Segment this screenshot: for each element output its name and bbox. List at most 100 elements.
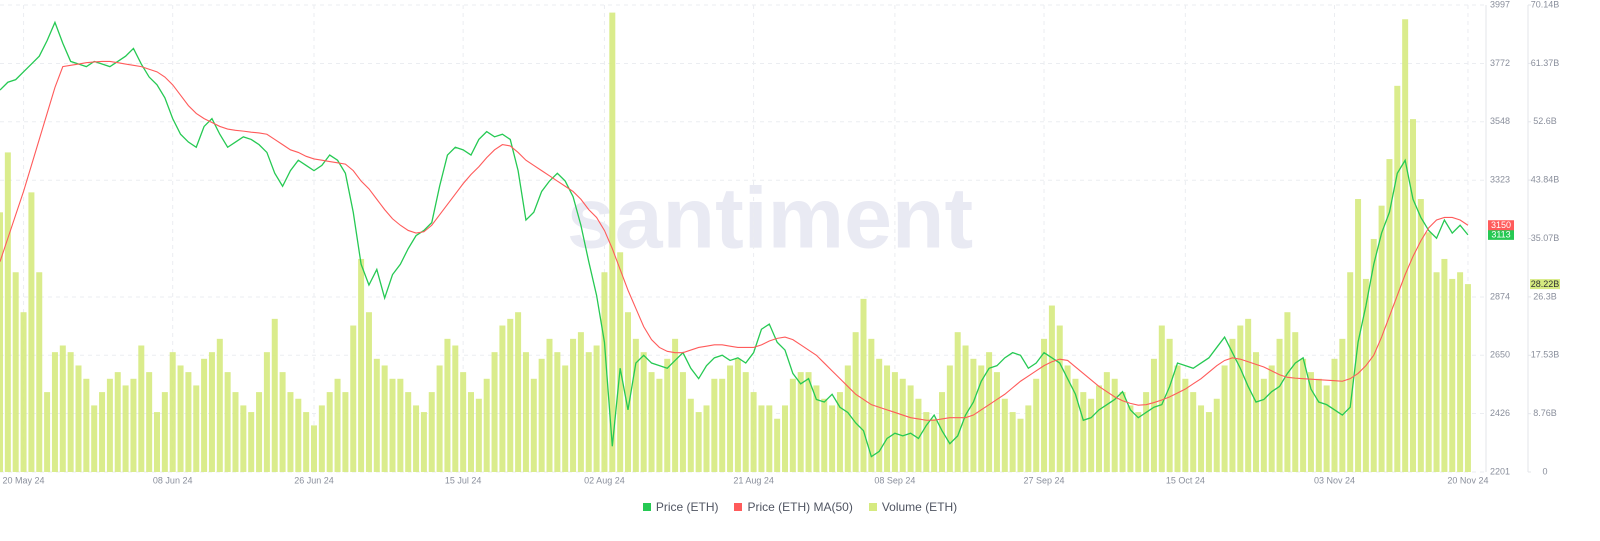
- bar: [208, 352, 215, 472]
- legend-label: Volume (ETH): [881, 500, 958, 514]
- bar: [750, 392, 757, 472]
- bar: [4, 152, 11, 472]
- y2-tick-label: 43.84B: [1531, 174, 1560, 184]
- y-tick-label: 2650: [1490, 350, 1510, 360]
- bar: [625, 312, 631, 472]
- bar: [1009, 412, 1016, 472]
- y2-tick-label: 26.3B: [1533, 291, 1557, 301]
- end-label-box: [1488, 220, 1514, 231]
- bar: [122, 385, 129, 472]
- bar: [515, 312, 522, 472]
- bar: [679, 372, 686, 472]
- bar: [1056, 325, 1063, 472]
- bar: [114, 372, 121, 472]
- bar: [279, 372, 286, 472]
- y2-tick-label: 61.37B: [1531, 58, 1560, 68]
- bar: [1017, 418, 1024, 472]
- y2-tick-label: 35.07B: [1531, 233, 1560, 243]
- bar: [271, 318, 278, 472]
- end-label: 3150: [1491, 220, 1511, 230]
- bar: [797, 372, 804, 472]
- bar: [884, 365, 891, 472]
- bar: [263, 352, 270, 472]
- bar: [420, 412, 427, 472]
- bar: [585, 352, 592, 472]
- chart: santiment 2201 2426 2650 2874 3323 3548 3772 39…: [0, 0, 1560, 485]
- bar: [232, 392, 239, 472]
- bar: [1323, 385, 1330, 472]
- bar: [766, 405, 773, 472]
- bar: [946, 365, 953, 472]
- bar: [28, 192, 35, 472]
- bar: [491, 352, 498, 472]
- bar: [1339, 338, 1346, 472]
- bar: [240, 405, 247, 472]
- bar: [664, 358, 671, 472]
- x-tick-label: 02 Aug 24: [584, 475, 625, 485]
- bar: [1362, 278, 1369, 472]
- bar: [1394, 85, 1401, 473]
- bar: [695, 412, 702, 472]
- bar: [1449, 278, 1456, 472]
- bar: [719, 378, 726, 472]
- bar: [1103, 372, 1110, 472]
- y-tick-label: 3772: [1490, 58, 1510, 68]
- bar: [1402, 19, 1409, 473]
- legend-label: Price (ETH) MA(50): [747, 500, 853, 514]
- bar: [648, 372, 655, 472]
- bar: [169, 352, 176, 472]
- legend-item[interactable]: Volume (ETH): [868, 500, 958, 514]
- bar: [365, 312, 372, 472]
- y2-tick-label: 70.14B: [1531, 0, 1560, 9]
- legend-item[interactable]: Price (ETH): [642, 500, 718, 514]
- bar: [1245, 318, 1252, 472]
- bar: [1433, 272, 1440, 472]
- bar: [130, 378, 137, 472]
- bar: [562, 365, 569, 472]
- bar: [1143, 392, 1150, 472]
- bar: [51, 352, 58, 472]
- bar: [161, 392, 168, 472]
- bar: [774, 418, 781, 472]
- bar: [106, 378, 113, 472]
- bar: [640, 352, 647, 472]
- bar: [617, 252, 624, 472]
- bar: [224, 372, 231, 472]
- bar: [1166, 338, 1173, 472]
- bar: [381, 365, 388, 472]
- bar: [1174, 365, 1181, 472]
- bar: [1237, 325, 1244, 472]
- x-tick-label: 15 Oct 24: [1166, 475, 1205, 485]
- bar: [1457, 272, 1464, 472]
- bar: [397, 378, 404, 472]
- bar: [703, 405, 710, 472]
- bar: [460, 372, 467, 472]
- bar: [891, 372, 898, 472]
- y2-tick-label: 8.76B: [1533, 408, 1557, 418]
- legend-item[interactable]: Price (ETH) MA(50): [734, 500, 853, 514]
- bar: [75, 365, 82, 472]
- bar: [1315, 378, 1322, 472]
- bar: [978, 365, 985, 472]
- bar: [1111, 378, 1118, 472]
- bar: [1292, 332, 1299, 472]
- bar: [939, 392, 945, 472]
- bar: [358, 258, 365, 472]
- bar: [499, 325, 506, 472]
- bar: [711, 378, 718, 472]
- bar: [829, 405, 836, 472]
- volume-bars: [0, 12, 1471, 473]
- line: [0, 20, 1469, 458]
- bar: [185, 372, 192, 472]
- bar: [483, 378, 490, 472]
- bar: [1417, 199, 1424, 472]
- end-label-box: [1488, 229, 1514, 240]
- bar: [1213, 398, 1220, 472]
- bar: [1331, 358, 1338, 472]
- bar: [993, 372, 1000, 472]
- bar: [860, 298, 867, 472]
- bar: [805, 372, 812, 472]
- bar: [727, 365, 734, 472]
- bar: [836, 392, 843, 472]
